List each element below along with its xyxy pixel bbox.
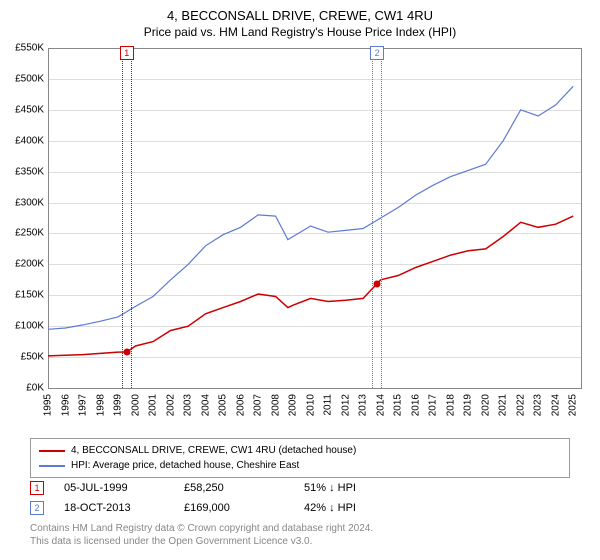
footer-line-2: This data is licensed under the Open Gov…: [30, 535, 373, 548]
y-tick-label: £200K: [15, 259, 44, 270]
marker-band-1: [122, 48, 133, 388]
y-tick-label: £550K: [15, 43, 44, 54]
x-tick-label: 2001: [148, 394, 159, 416]
x-tick-label: 2004: [200, 394, 211, 416]
x-tick-label: 2025: [568, 394, 579, 416]
y-tick-label: £500K: [15, 73, 44, 84]
x-tick-label: 2014: [375, 394, 386, 416]
legend-box: 4, BECCONSALL DRIVE, CREWE, CW1 4RU (det…: [30, 438, 570, 478]
marker-dot-2: [374, 280, 381, 287]
x-tick-label: 1999: [113, 394, 124, 416]
legend-label: HPI: Average price, detached house, Ches…: [71, 460, 299, 471]
x-tick-label: 2015: [393, 394, 404, 416]
sale-hpi-delta: 42% ↓ HPI: [304, 502, 424, 514]
footer-line-1: Contains HM Land Registry data © Crown c…: [30, 522, 373, 535]
x-tick-label: 2023: [533, 394, 544, 416]
sale-row: 1 05-JUL-1999£58,25051% ↓ HPI: [30, 478, 570, 498]
marker-label-1: 1: [120, 46, 134, 60]
y-tick-label: £250K: [15, 228, 44, 239]
x-tick-label: 2002: [165, 394, 176, 416]
sale-price: £58,250: [184, 482, 304, 494]
legend-row: 4, BECCONSALL DRIVE, CREWE, CW1 4RU (det…: [39, 443, 561, 458]
sales-table: 1 05-JUL-1999£58,25051% ↓ HPI 2 18-OCT-2013…: [30, 478, 570, 518]
y-tick-label: £100K: [15, 321, 44, 332]
title-main: 4, BECCONSALL DRIVE, CREWE, CW1 4RU: [0, 8, 600, 23]
x-tick-label: 2016: [410, 394, 421, 416]
y-tick-label: £50K: [21, 352, 44, 363]
legend-label: 4, BECCONSALL DRIVE, CREWE, CW1 4RU (det…: [71, 445, 356, 456]
x-tick-label: 2011: [323, 394, 334, 416]
legend-swatch: [39, 450, 65, 452]
sale-hpi-delta: 51% ↓ HPI: [304, 482, 424, 494]
x-tick-label: 2021: [498, 394, 509, 416]
x-tick-label: 2005: [218, 394, 229, 416]
y-tick-label: £0K: [26, 383, 44, 394]
x-tick-label: 1998: [95, 394, 106, 416]
title-block: 4, BECCONSALL DRIVE, CREWE, CW1 4RU Pric…: [0, 0, 600, 43]
y-tick-label: £400K: [15, 135, 44, 146]
x-tick-label: 2006: [235, 394, 246, 416]
x-tick-label: 2013: [358, 394, 369, 416]
y-tick-label: £150K: [15, 290, 44, 301]
y-tick-label: £450K: [15, 104, 44, 115]
sale-marker-box: 1: [30, 481, 44, 495]
y-tick-label: £300K: [15, 197, 44, 208]
x-tick-label: 2010: [305, 394, 316, 416]
sale-date: 18-OCT-2013: [64, 502, 184, 514]
x-tick-label: 1995: [43, 394, 54, 416]
x-tick-label: 1997: [78, 394, 89, 416]
sale-row: 2 18-OCT-2013£169,00042% ↓ HPI: [30, 498, 570, 518]
y-axis: £0K£50K£100K£150K£200K£250K£300K£350K£40…: [0, 48, 48, 388]
x-tick-label: 2018: [445, 394, 456, 416]
x-tick-label: 1996: [60, 394, 71, 416]
sale-price: £169,000: [184, 502, 304, 514]
marker-band-2: [372, 48, 383, 388]
y-tick-label: £350K: [15, 166, 44, 177]
x-tick-label: 2020: [480, 394, 491, 416]
chart-plot-area: 12: [48, 48, 582, 388]
legend-row: HPI: Average price, detached house, Ches…: [39, 458, 561, 473]
x-tick-label: 2022: [515, 394, 526, 416]
x-tick-label: 2024: [550, 394, 561, 416]
x-tick-label: 2007: [253, 394, 264, 416]
x-tick-label: 2019: [463, 394, 474, 416]
legend-swatch: [39, 465, 65, 467]
x-tick-label: 2017: [428, 394, 439, 416]
title-sub: Price paid vs. HM Land Registry's House …: [0, 25, 600, 39]
marker-dot-1: [123, 348, 130, 355]
x-tick-label: 2003: [183, 394, 194, 416]
x-tick-label: 2008: [270, 394, 281, 416]
x-tick-label: 2009: [288, 394, 299, 416]
x-tick-label: 2012: [340, 394, 351, 416]
sale-date: 05-JUL-1999: [64, 482, 184, 494]
x-axis: 1995199619971998199920002001200220032004…: [48, 388, 582, 436]
marker-label-2: 2: [370, 46, 384, 60]
x-tick-label: 2000: [130, 394, 141, 416]
sale-marker-box: 2: [30, 501, 44, 515]
footer-attribution: Contains HM Land Registry data © Crown c…: [30, 522, 373, 548]
